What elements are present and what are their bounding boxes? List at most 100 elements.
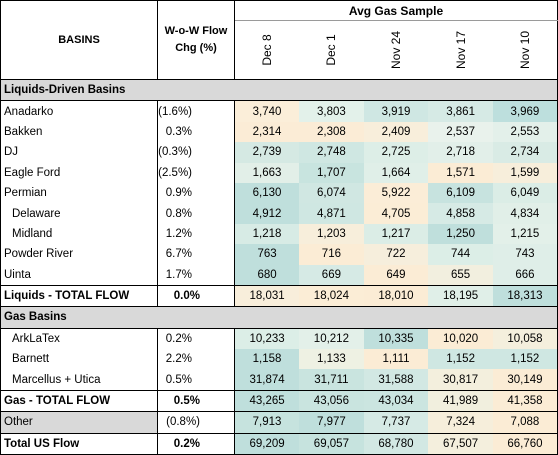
flow-value: 7,737 (363, 411, 429, 434)
flow-value: 10,020 (428, 328, 493, 350)
flow-value: 66,760 (492, 432, 558, 455)
flow-value: 744 (428, 244, 493, 265)
basins-header: BASINS (0, 0, 158, 80)
table-row: Liquids - TOTAL FLOW 0.0% 18,031 18,024 18,0… (0, 284, 558, 308)
basin-name: Anadarko (0, 100, 158, 122)
flow-value: 69,057 (299, 432, 364, 455)
flow-value: 2,308 (299, 121, 364, 143)
flow-value: 2,553 (492, 121, 558, 143)
flow-value: 69,209 (234, 432, 300, 455)
flow-value: 10,233 (234, 328, 300, 350)
flow-value: 1,599 (492, 162, 558, 183)
basin-name: ArkLaTex (0, 328, 158, 350)
flow-value: 1,133 (299, 349, 364, 370)
table-row: Anadarko (1.6%) 3,740 3,803 3,919 3,861 3,969 (0, 100, 558, 122)
flow-value: 7,913 (234, 411, 300, 434)
flow-value: 30,817 (428, 369, 493, 391)
section-fill (428, 78, 493, 102)
wow-change-header-line2: Chg (%) (175, 42, 217, 54)
section-fill (492, 78, 558, 102)
flow-value: 2,718 (428, 142, 493, 163)
flow-value: 1,218 (234, 223, 300, 245)
section-label: Liquids-Driven Basins (0, 78, 235, 102)
flow-value: 4,858 (428, 203, 493, 224)
basin-name: Midland (0, 223, 158, 245)
flow-value: 10,058 (492, 328, 558, 350)
flow-value: 43,056 (299, 389, 364, 413)
table-row: Uinta 1.7% 680 669 649 655 666 (0, 264, 558, 286)
wow-change: (2.5%) (157, 162, 235, 183)
table-row: DJ (0.3%) 2,739 2,748 2,725 2,718 2,734 (0, 142, 558, 163)
table-row: ArkLaTex 0.2% 10,233 10,212 10,335 10,020 10,0… (0, 328, 558, 350)
wow-change: 0.9% (157, 182, 235, 204)
flow-value: 3,861 (428, 100, 493, 122)
flow-value: 10,212 (299, 328, 364, 350)
table-row: Powder River 6.7% 763 716 722 744 743 (0, 244, 558, 265)
flow-value: 31,588 (363, 369, 429, 391)
flow-value: 31,711 (299, 369, 364, 391)
table-row: Barnett 2.2% 1,158 1,133 1,111 1,152 1,152 (0, 349, 558, 370)
basin-name: Delaware (0, 203, 158, 224)
wow-change: 1.2% (157, 223, 235, 245)
flow-value: 6,049 (492, 182, 558, 204)
flow-value: 669 (299, 264, 364, 286)
flow-value: 43,265 (234, 389, 300, 413)
flow-value: 6,074 (299, 182, 364, 204)
flow-value: 716 (299, 244, 364, 265)
flow-value: 6,130 (234, 182, 300, 204)
table-body: Liquids-Driven Basins Anadarko (1.6%) 3,740… (0, 78, 558, 455)
flow-value: 7,324 (428, 411, 493, 434)
flow-value: 7,088 (492, 411, 558, 434)
wow-change: 1.7% (157, 264, 235, 286)
flow-value: 1,664 (363, 162, 429, 183)
flow-value: 2,537 (428, 121, 493, 143)
flow-value: 1,152 (428, 349, 493, 370)
section-fill (363, 306, 429, 329)
flow-value: 2,725 (363, 142, 429, 163)
date-header: Nov 17 (428, 20, 493, 80)
basin-name: Liquids - TOTAL FLOW (0, 284, 158, 308)
table-row: Other (0.8%) 7,913 7,977 7,737 7,324 7,088 (0, 411, 558, 434)
flow-value: 31,874 (234, 369, 300, 391)
table-row: Total US Flow 0.2% 69,209 69,057 68,780 67,50… (0, 432, 558, 455)
table-row: Bakken 0.3% 2,314 2,308 2,409 2,537 2,553 (0, 121, 558, 143)
table-row: Gas - TOTAL FLOW 0.5% 43,265 43,056 43,034 41… (0, 389, 558, 413)
section-fill (234, 78, 300, 102)
flow-value: 1,250 (428, 223, 493, 245)
flow-value: 1,571 (428, 162, 493, 183)
table-row: Permian 0.9% 6,130 6,074 5,922 6,109 6,049 (0, 182, 558, 204)
flow-value: 4,871 (299, 203, 364, 224)
flow-value: 2,739 (234, 142, 300, 163)
flow-value: 1,203 (299, 223, 364, 245)
wow-change: (0.8%) (157, 411, 235, 434)
flow-value: 4,834 (492, 203, 558, 224)
flow-value: 722 (363, 244, 429, 265)
flow-value: 6,109 (428, 182, 493, 204)
wow-change: (1.6%) (157, 100, 235, 122)
flow-value: 3,740 (234, 100, 300, 122)
basin-name: Eagle Ford (0, 162, 158, 183)
flow-value: 1,217 (363, 223, 429, 245)
wow-change: (0.3%) (157, 142, 235, 163)
flow-value: 18,010 (363, 284, 429, 308)
basin-name: Permian (0, 182, 158, 204)
flow-value: 3,919 (363, 100, 429, 122)
section-fill (428, 306, 493, 329)
flow-value: 30,149 (492, 369, 558, 391)
flow-value: 1,663 (234, 162, 300, 183)
flow-value: 3,969 (492, 100, 558, 122)
flow-value: 666 (492, 264, 558, 286)
wow-change: 0.2% (157, 432, 235, 455)
flow-value: 743 (492, 244, 558, 265)
basin-name: Other (0, 411, 158, 434)
wow-change-header: W-o-W Flow Chg (%) (157, 0, 235, 80)
table-row: Midland 1.2% 1,218 1,203 1,217 1,250 1,215 (0, 223, 558, 245)
section-fill (234, 306, 300, 329)
basin-name: Uinta (0, 264, 158, 286)
wow-change-header-line1: W-o-W Flow (164, 25, 228, 37)
basin-name: Barnett (0, 349, 158, 370)
flow-value: 68,780 (363, 432, 429, 455)
table-row: Eagle Ford (2.5%) 1,663 1,707 1,664 1,571 1,59… (0, 162, 558, 183)
flow-value: 18,024 (299, 284, 364, 308)
